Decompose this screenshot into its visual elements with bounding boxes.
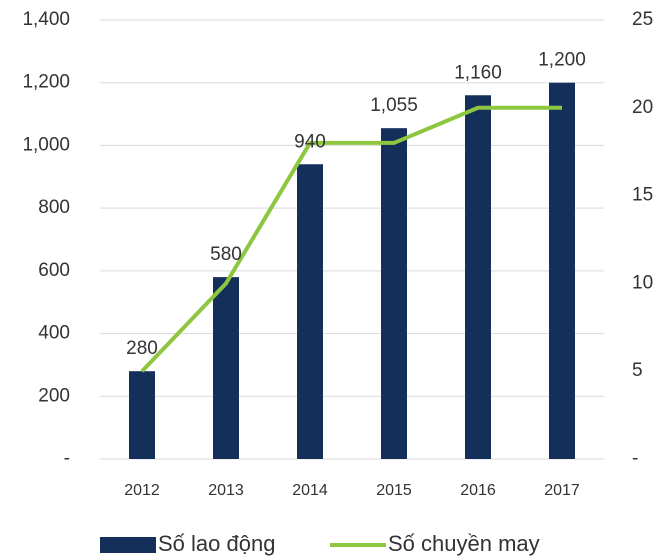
data-label: 580 [210,244,242,265]
data-label: 1,200 [538,50,586,71]
y2-tick-label: 10 [632,272,653,293]
data-label: 1,055 [370,95,418,116]
legend-swatch [100,537,156,553]
y-tick-label: 800 [38,197,70,218]
bar [129,371,155,459]
data-label: 940 [294,131,326,152]
bar [381,128,407,460]
y-tick-label: 400 [38,323,70,344]
bar [549,82,575,459]
x-tick-label: 2017 [544,482,580,499]
x-tick-label: 2015 [376,482,412,499]
y2-tick-label: 20 [632,97,653,118]
data-label: 280 [126,338,158,359]
y-tick-label: - [64,448,70,469]
y-tick-label: 1,000 [22,134,70,155]
y2-tick-label: 15 [632,185,653,206]
x-tick-label: 2014 [292,482,328,499]
y2-tick-label: 5 [632,360,643,381]
x-tick-label: 2012 [124,482,160,499]
data-label: 1,160 [454,62,502,83]
y-tick-label: 200 [38,385,70,406]
y2-tick-label: 25 [632,9,653,30]
line-series [140,105,562,373]
x-tick-label: 2016 [460,482,496,499]
bar [297,164,323,459]
bar [213,277,239,459]
bar [465,95,491,459]
x-tick-label: 2013 [208,482,244,499]
y2-tick-label: - [632,448,638,469]
y-tick-label: 600 [38,260,70,281]
legend-label: Số lao động [158,531,275,556]
legend-label: Số chuyền may [388,531,540,556]
y-tick-label: 1,200 [22,72,70,93]
y-tick-label: 1,400 [22,9,70,30]
